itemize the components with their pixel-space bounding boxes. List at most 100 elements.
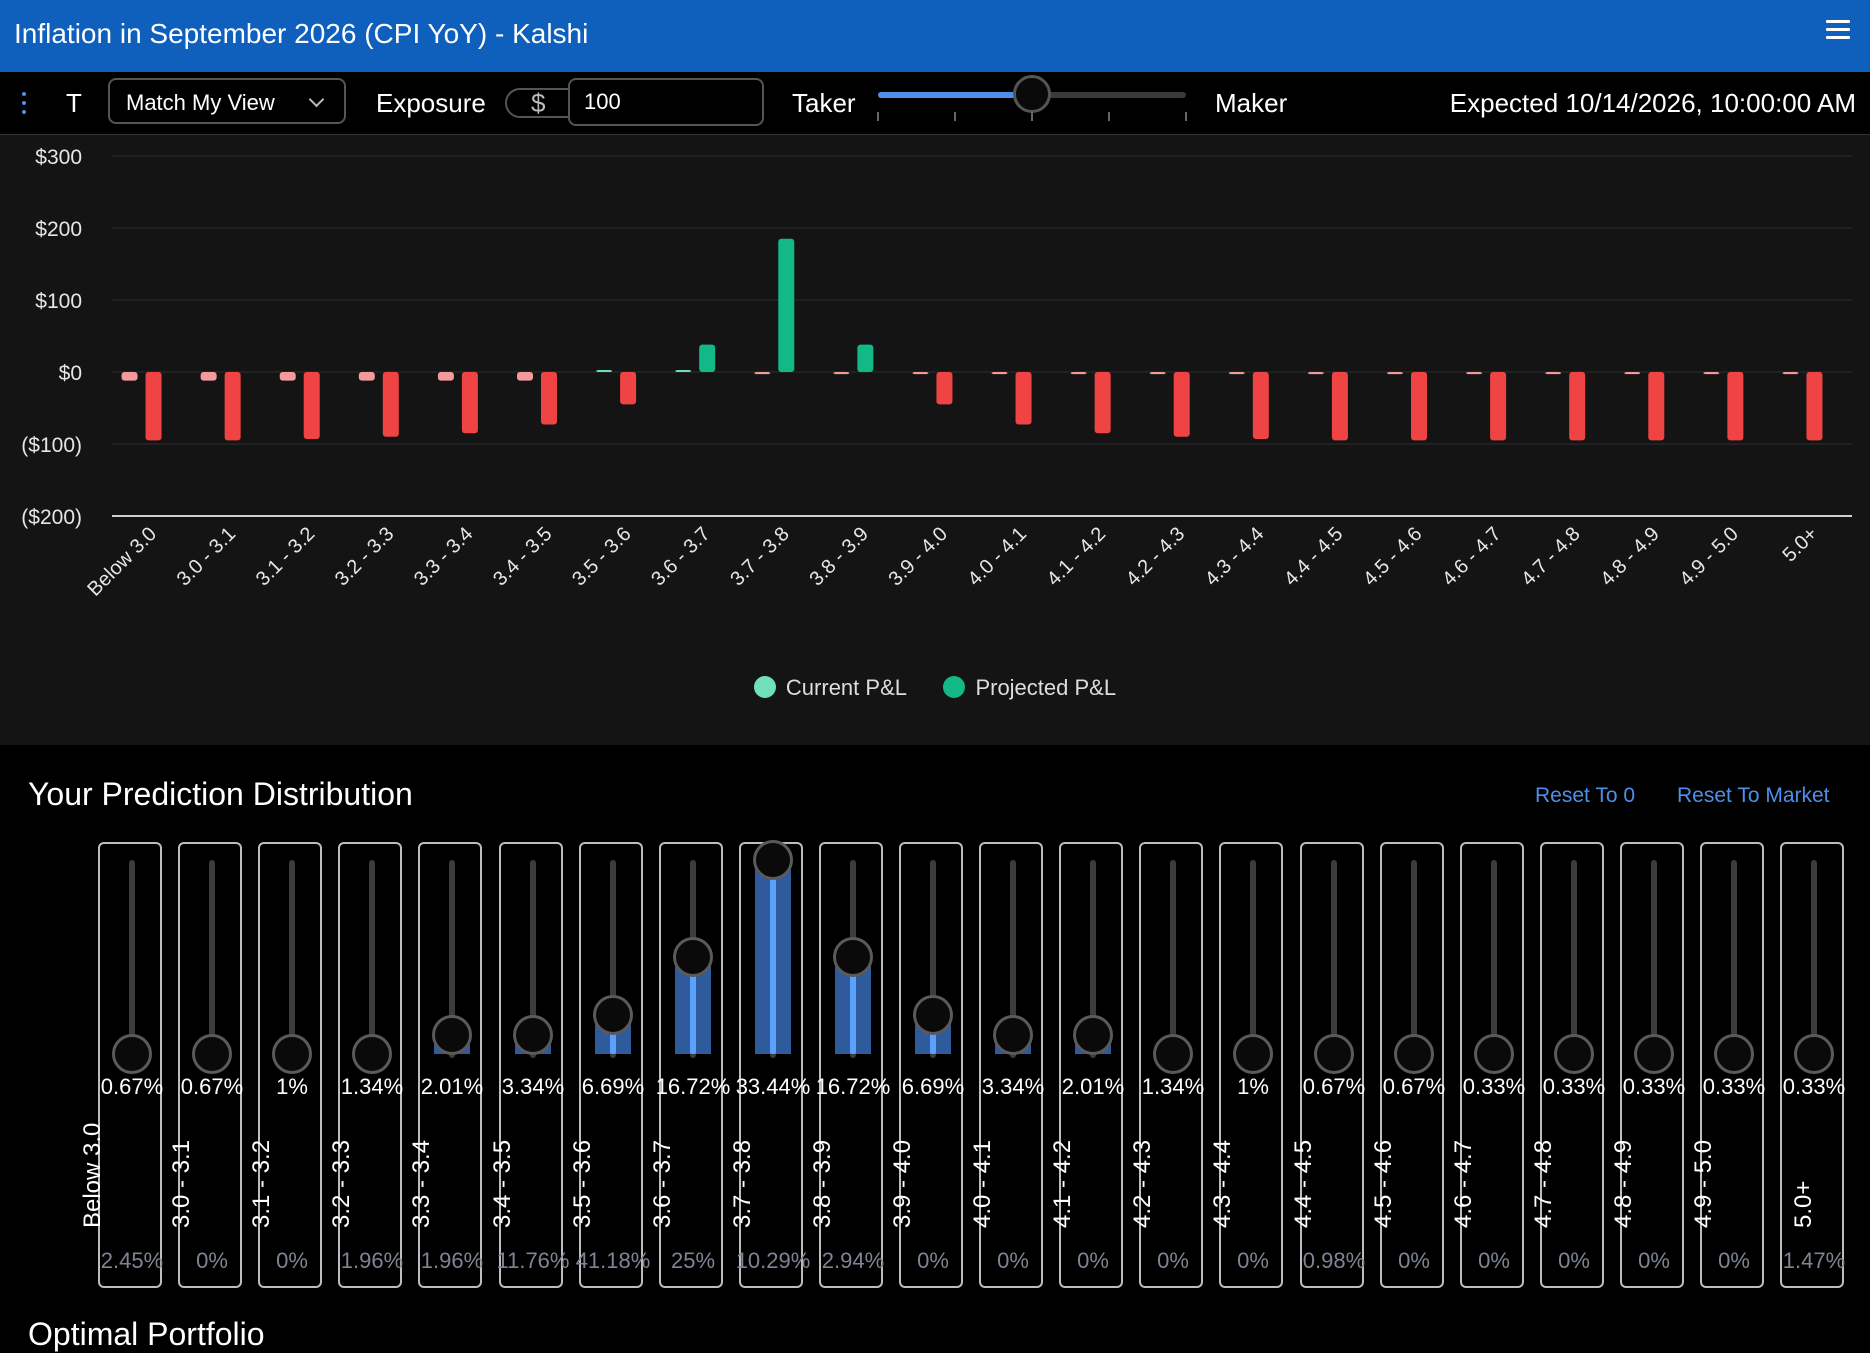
prediction-slider-handle[interactable] (112, 1034, 152, 1074)
prediction-slider-handle[interactable] (1554, 1034, 1594, 1074)
prediction-slider-handle[interactable] (1714, 1034, 1754, 1074)
current-pnl-bar[interactable] (121, 372, 138, 381)
projected-pnl-bar[interactable] (1173, 372, 1190, 437)
current-pnl-bar[interactable] (1466, 372, 1483, 375)
prediction-slider-handle[interactable] (753, 840, 793, 880)
prediction-slider-handle[interactable] (352, 1034, 392, 1074)
prediction-slider-track[interactable] (369, 860, 375, 1058)
projected-pnl-bar[interactable] (541, 372, 557, 425)
prediction-slider-handle[interactable] (1634, 1034, 1674, 1074)
current-pnl-bar[interactable] (1703, 372, 1720, 375)
projected-pnl-bar[interactable] (461, 372, 478, 434)
prediction-slider-handle[interactable] (1394, 1034, 1434, 1074)
reset-to-market-button[interactable]: Reset To Market (1677, 784, 1830, 807)
more-options-icon[interactable] (22, 92, 26, 119)
current-pnl-bar[interactable] (1228, 372, 1245, 375)
prediction-slider-track[interactable] (1811, 860, 1817, 1058)
prediction-slider-handle[interactable] (1314, 1034, 1354, 1074)
prediction-slider-track[interactable] (209, 860, 215, 1058)
projected-pnl-bar[interactable] (1806, 372, 1823, 441)
projected-pnl-bar[interactable] (1490, 372, 1507, 441)
projected-pnl-bar[interactable] (1411, 372, 1427, 441)
projected-pnl-bar[interactable] (620, 372, 637, 405)
projected-pnl-bar[interactable] (1331, 372, 1348, 441)
prediction-slider-track[interactable] (1250, 860, 1256, 1058)
prediction-slider-track[interactable] (129, 860, 135, 1058)
range-label: 5.0+ (1790, 1180, 1818, 1228)
projected-pnl-bar[interactable] (936, 372, 953, 405)
view-select[interactable]: Match My View (108, 78, 346, 124)
projected-pnl-bar[interactable] (382, 372, 399, 437)
prediction-slider-track[interactable] (1491, 860, 1497, 1058)
current-pnl-bar[interactable] (1545, 372, 1562, 375)
prediction-slider-handle[interactable] (1474, 1034, 1514, 1074)
prediction-slider-handle[interactable] (1073, 1014, 1113, 1055)
prediction-slider-handle[interactable] (673, 937, 713, 977)
prediction-slider-handle[interactable] (913, 995, 953, 1036)
prediction-slider-track[interactable] (930, 860, 936, 1058)
projected-pnl-bar[interactable] (1015, 372, 1032, 425)
current-pnl-bar[interactable] (1387, 372, 1403, 375)
prediction-slider-track[interactable] (1010, 860, 1016, 1058)
current-pnl-bar[interactable] (833, 372, 850, 375)
current-pnl-bar[interactable] (279, 372, 296, 381)
current-pnl-bar[interactable] (675, 370, 692, 372)
current-pnl-bar[interactable] (991, 372, 1008, 375)
prediction-slider-track[interactable] (530, 860, 536, 1058)
current-pnl-bar[interactable] (517, 372, 533, 381)
current-pnl-bar[interactable] (754, 372, 771, 375)
prediction-slider-handle[interactable] (833, 937, 873, 977)
text-toggle-button[interactable]: T (66, 88, 82, 118)
slider-tick (877, 112, 879, 121)
current-pnl-bar[interactable] (1624, 372, 1641, 375)
reset-to-zero-button[interactable]: Reset To 0 (1535, 784, 1636, 807)
prediction-slider-handle[interactable] (192, 1034, 232, 1074)
current-pnl-bar[interactable] (1070, 372, 1087, 375)
prediction-slider-track[interactable] (1731, 860, 1737, 1058)
current-pnl-bar[interactable] (1149, 372, 1166, 375)
prediction-slider-track[interactable] (289, 860, 295, 1058)
prediction-slider-track[interactable] (610, 860, 616, 1058)
prediction-slider-handle[interactable] (593, 995, 633, 1036)
hamburger-icon[interactable] (1826, 20, 1850, 42)
projected-pnl-bar[interactable] (224, 372, 241, 441)
projected-pnl-bar[interactable] (1252, 372, 1269, 439)
legend-projected[interactable]: Projected P&L (943, 675, 1116, 701)
projected-pnl-bar[interactable] (699, 344, 716, 372)
current-pnl-bar[interactable] (596, 370, 613, 372)
legend-current[interactable]: Current P&L (753, 675, 907, 701)
current-pnl-bar[interactable] (437, 372, 454, 381)
prediction-slider-track[interactable] (1331, 860, 1337, 1058)
projected-pnl-bar[interactable] (1648, 372, 1665, 441)
prediction-slider-handle[interactable] (272, 1034, 312, 1074)
current-pnl-bar[interactable] (200, 372, 217, 381)
prediction-slider-handle[interactable] (1153, 1034, 1193, 1074)
slider-handle[interactable] (1013, 75, 1051, 113)
projected-pnl-bar[interactable] (303, 372, 320, 439)
range-label: 4.2 - 4.3 (1128, 1139, 1156, 1228)
prediction-slider-handle[interactable] (993, 1014, 1033, 1055)
current-pnl-bar[interactable] (1307, 372, 1324, 375)
prediction-slider-track[interactable] (1090, 860, 1096, 1058)
prediction-slider-handle[interactable] (432, 1014, 472, 1055)
projected-pnl-bar[interactable] (145, 372, 162, 441)
prediction-slider-handle[interactable] (1233, 1034, 1273, 1074)
projected-pnl-bar[interactable] (778, 238, 795, 372)
projected-pnl-bar[interactable] (857, 344, 874, 372)
projected-pnl-bar[interactable] (1727, 372, 1744, 441)
dollar-icon: $ (531, 88, 546, 118)
exposure-input[interactable] (568, 78, 764, 126)
prediction-slider-track[interactable] (1170, 860, 1176, 1058)
current-pnl-bar[interactable] (358, 372, 375, 381)
prediction-slider-track[interactable] (1411, 860, 1417, 1058)
prediction-slider-handle[interactable] (513, 1014, 553, 1055)
current-pnl-bar[interactable] (1782, 372, 1799, 375)
prediction-slider-track[interactable] (1571, 860, 1577, 1058)
prediction-slider-track[interactable] (1651, 860, 1657, 1058)
projected-pnl-bar[interactable] (1094, 372, 1111, 434)
current-pnl-bar[interactable] (912, 372, 929, 375)
taker-maker-slider[interactable] (878, 75, 1186, 113)
projected-pnl-bar[interactable] (1569, 372, 1586, 441)
prediction-slider-handle[interactable] (1794, 1034, 1834, 1074)
prediction-slider-track[interactable] (449, 860, 455, 1058)
